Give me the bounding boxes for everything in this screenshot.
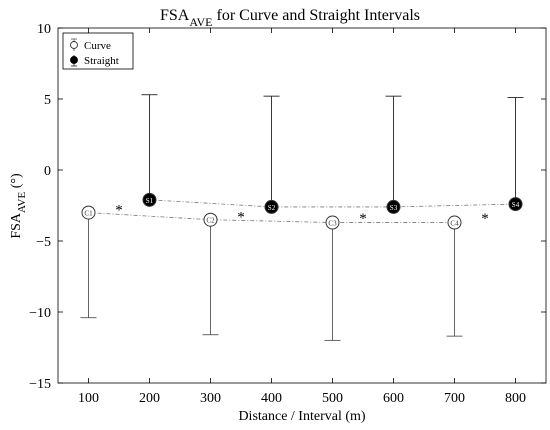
x-tick-label: 600 [383, 391, 404, 406]
point-label-s4: S4 [512, 201, 520, 209]
legend: Curve Straight [62, 32, 134, 70]
y-axis-label: FSAAVE (°) [9, 173, 28, 239]
point-label-c4: C4 [450, 220, 459, 228]
significance-star: * [115, 203, 123, 219]
series-line-curve [88, 212, 455, 223]
point-label-s1: S1 [146, 197, 154, 205]
y-axis-label-main: FSA [9, 212, 24, 239]
x-tick-label: 200 [139, 391, 160, 406]
point-s1 [142, 192, 157, 207]
chart-title-sub: AVE [189, 15, 212, 29]
point-c2 [203, 212, 218, 227]
chart-title: FSAAVE for Curve and Straight Intervals [160, 7, 420, 29]
x-tick-label: 100 [78, 391, 99, 406]
legend-straight-label: Straight [84, 55, 119, 67]
x-axis-label: Distance / Interval (m) [238, 409, 365, 424]
point-c3 [325, 215, 340, 230]
x-tick-label: 800 [505, 391, 526, 406]
point-label-s2: S2 [268, 204, 276, 212]
point-s4 [508, 197, 523, 212]
significance-star: * [481, 211, 489, 227]
y-axis-label-sub: AVE [16, 192, 28, 213]
series-line-straight [149, 199, 516, 208]
significance-star: * [237, 210, 245, 226]
legend-straight-marker [70, 56, 78, 64]
y-tick-label: 0 [44, 164, 51, 179]
chart-title-main: FSA [160, 7, 190, 24]
y-tick-label: −15 [29, 377, 51, 392]
y-tick-label: 5 [44, 93, 51, 108]
point-label-s3: S3 [390, 204, 398, 212]
y-axis-label-rest: (°) [9, 173, 24, 192]
y-tick-label: −5 [36, 235, 51, 250]
significance-star: * [359, 211, 367, 227]
data-points: C1 C2 C3 C4 S1 S2 S3 S4 [81, 192, 523, 230]
x-tick-label: 400 [261, 391, 282, 406]
legend-curve-label: Curve [84, 40, 111, 52]
y-tick-label: 10 [37, 22, 51, 37]
point-s3 [386, 199, 401, 214]
point-label-c3: C3 [328, 220, 337, 228]
point-s2 [264, 199, 279, 214]
y-tick-label: −10 [29, 306, 51, 321]
point-label-c2: C2 [206, 217, 215, 225]
y-axis-ticks: −15 −10 −5 0 5 10 [29, 22, 546, 392]
significance-annotations: * * * * [115, 203, 489, 228]
x-tick-label: 500 [322, 391, 343, 406]
x-tick-label: 300 [200, 391, 221, 406]
chart-title-rest: for Curve and Straight Intervals [212, 7, 420, 24]
point-c1 [81, 205, 96, 220]
x-axis-ticks: 100 200 300 400 500 600 700 800 [78, 28, 526, 406]
error-bars [80, 94, 524, 341]
legend-curve-marker [70, 41, 78, 49]
point-label-c1: C1 [84, 210, 93, 218]
series-connectors [88, 199, 516, 223]
plot-frame [57, 27, 547, 384]
x-tick-label: 700 [444, 391, 465, 406]
point-c4 [447, 215, 462, 230]
